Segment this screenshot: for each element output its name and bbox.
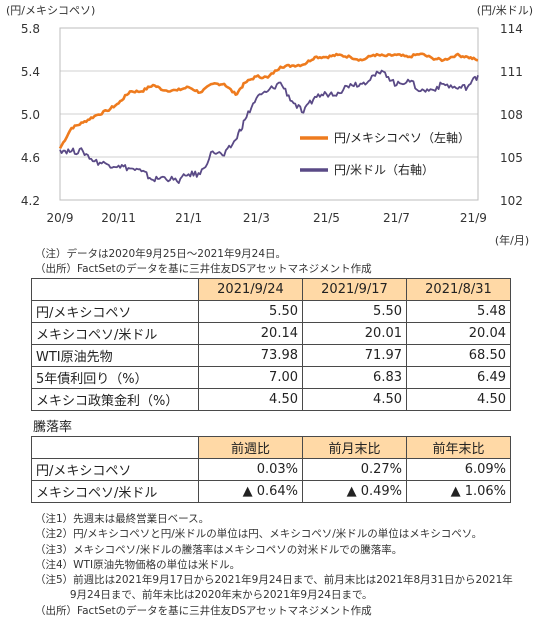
table-cell: 68.50 [406, 344, 511, 367]
left-axis-tick-label: 5.4 [21, 65, 40, 79]
table-cell: ▲ 0.64% [198, 480, 303, 503]
footnote: 9月24日まで、前年末比は2020年末から2021年9月24日まで。 [35, 589, 373, 602]
chart-note: （注）データは2020年9月25日～2021年9月24日。 [35, 248, 287, 260]
row-label: 5年債利回り（%） [31, 366, 199, 389]
change-rate-title: 騰落率 [33, 420, 73, 435]
x-axis-tick-label: 20/11 [101, 211, 136, 225]
row-label: メキシコペソ/米ドル [31, 480, 199, 503]
x-axis-tick-label: 21/3 [243, 211, 270, 225]
table-cell: 20.01 [302, 322, 407, 345]
table-row: 5年債利回り（%） 7.00 6.83 6.49 [31, 366, 511, 389]
footnote: （注5）前週比は2021年9月17日から2021年9月24日まで、前月末比は20… [35, 574, 513, 587]
column-header: 前年末比 [406, 436, 511, 459]
footnotes: （注1）先週末は最終営業日ベース。 （注2）円/メキシコペソと円/米ドルの単位は… [35, 512, 513, 619]
right-axis-tick-label: 111 [500, 65, 523, 79]
left-axis-tick-label: 4.2 [21, 194, 40, 208]
x-axis-tick-label: 21/9 [460, 211, 487, 225]
footnote: （注2）円/メキシコペソと円/米ドルの単位は円、メキシコペソ/米ドルの単位はメキ… [35, 528, 483, 541]
table-cell: ▲ 0.49% [302, 480, 407, 503]
x-axis-tick-label: 21/1 [175, 211, 202, 225]
table-corner-cell [31, 436, 199, 459]
footnote: （出所）FactSetのデータを基に三井住友DSアセットマネジメント作成 [35, 604, 372, 617]
footnote: （注3）メキシコペソ/米ドルの騰落率はメキシコペソの対米ドルでの騰落率。 [35, 543, 403, 556]
footnote: （注1）先週末は最終営業日ベース。 [35, 513, 210, 525]
table-row: メキシコペソ/米ドル 20.14 20.01 20.04 [31, 322, 511, 345]
market-data-table: 2021/9/24 2021/9/17 2021/8/31 円/メキシコペソ 5… [31, 278, 511, 411]
row-label: WTI原油先物 [31, 344, 199, 367]
x-axis-tick-label: 21/7 [383, 211, 410, 225]
x-axis-tick-label: 20/9 [47, 211, 74, 225]
table-row: WTI原油先物 73.98 71.97 68.50 [31, 344, 511, 367]
column-header: 2021/9/24 [198, 278, 303, 301]
table-cell: ▲ 1.06% [406, 480, 511, 503]
column-header: 前月末比 [302, 436, 407, 459]
footnote: （注4）WTI原油先物価格の単位は米ドル。 [35, 558, 241, 571]
column-header: 前週比 [198, 436, 303, 459]
table-cell: 5.48 [406, 300, 511, 323]
table-cell: 7.00 [198, 366, 303, 389]
table-cell: 5.50 [198, 300, 303, 323]
table-row: 円/メキシコペソ 5.50 5.50 5.48 [31, 300, 511, 323]
table-cell: 71.97 [302, 344, 407, 367]
exchange-rate-chart: (円/メキシコペソ) (円/米ドル) (年/月) 4.2 4.6 5.0 5.4 5.8… [6, 4, 533, 247]
table-row: メキシコ政策金利（%） 4.50 4.50 4.50 [31, 388, 511, 411]
table-cell: 6.83 [302, 366, 407, 389]
row-label: 円/メキシコペソ [31, 300, 199, 323]
table-cell: 4.50 [302, 388, 407, 411]
axis-tick-labels: 4.2 4.6 5.0 5.4 5.8 102 105 108 111 114 20/9 20/11 2… [21, 22, 523, 225]
left-axis-tick-label: 5.0 [21, 108, 40, 122]
left-axis-unit: (円/メキシコペソ) [6, 4, 95, 17]
table-cell: 4.50 [198, 388, 303, 411]
table-row: 円/メキシコペソ 0.03% 0.27% 6.09% [31, 458, 511, 481]
change-rate-table: 前週比 前月末比 前年末比 円/メキシコペソ 0.03% 0.27% 6.09%… [31, 436, 511, 503]
table-cell: 20.04 [406, 322, 511, 345]
table-header-row: 前週比 前月末比 前年末比 [31, 436, 511, 459]
table-cell: 4.50 [406, 388, 511, 411]
column-header: 2021/9/17 [302, 278, 407, 301]
series-line-mxn-jpy [58, 52, 479, 150]
row-label: 円/メキシコペソ [31, 458, 199, 481]
x-axis-tick-label: 21/5 [313, 211, 340, 225]
chart-source: （出所）FactSetのデータを基に三井住友DSアセットマネジメント作成 [35, 263, 372, 275]
table-cell: 5.50 [302, 300, 407, 323]
table-cell: 20.14 [198, 322, 303, 345]
table-corner-cell [31, 278, 199, 301]
right-axis-unit: (円/米ドル) [477, 4, 533, 17]
right-axis-tick-label: 102 [500, 194, 523, 208]
series-line-usd-jpy [59, 69, 479, 185]
table-cell: 0.27% [302, 458, 407, 481]
right-axis-tick-label: 114 [500, 22, 523, 36]
chart-series-lines [58, 52, 479, 185]
right-axis-tick-label: 108 [500, 108, 523, 122]
table-row: メキシコペソ/米ドル ▲ 0.64% ▲ 0.49% ▲ 1.06% [31, 480, 511, 503]
x-axis-unit: (年/月) [495, 233, 529, 247]
row-label: メキシコペソ/米ドル [31, 322, 199, 345]
left-axis-tick-label: 4.6 [21, 151, 40, 165]
table-header-row: 2021/9/24 2021/9/17 2021/8/31 [31, 278, 511, 301]
table-cell: 6.09% [406, 458, 511, 481]
legend-label-usd-jpy: 円/米ドル（右軸） [334, 162, 434, 177]
table-cell: 6.49 [406, 366, 511, 389]
table-cell: 73.98 [198, 344, 303, 367]
column-header: 2021/8/31 [406, 278, 511, 301]
legend-label-mxn-jpy: 円/メキシコペソ（左軸） [334, 130, 470, 145]
row-label: メキシコ政策金利（%） [31, 388, 199, 411]
chart-legend: 円/メキシコペソ（左軸） 円/米ドル（右軸） [300, 130, 470, 177]
plot-frame [59, 27, 479, 201]
left-axis-tick-label: 5.8 [21, 22, 40, 36]
table-cell: 0.03% [198, 458, 303, 481]
right-axis-tick-label: 105 [500, 151, 523, 165]
